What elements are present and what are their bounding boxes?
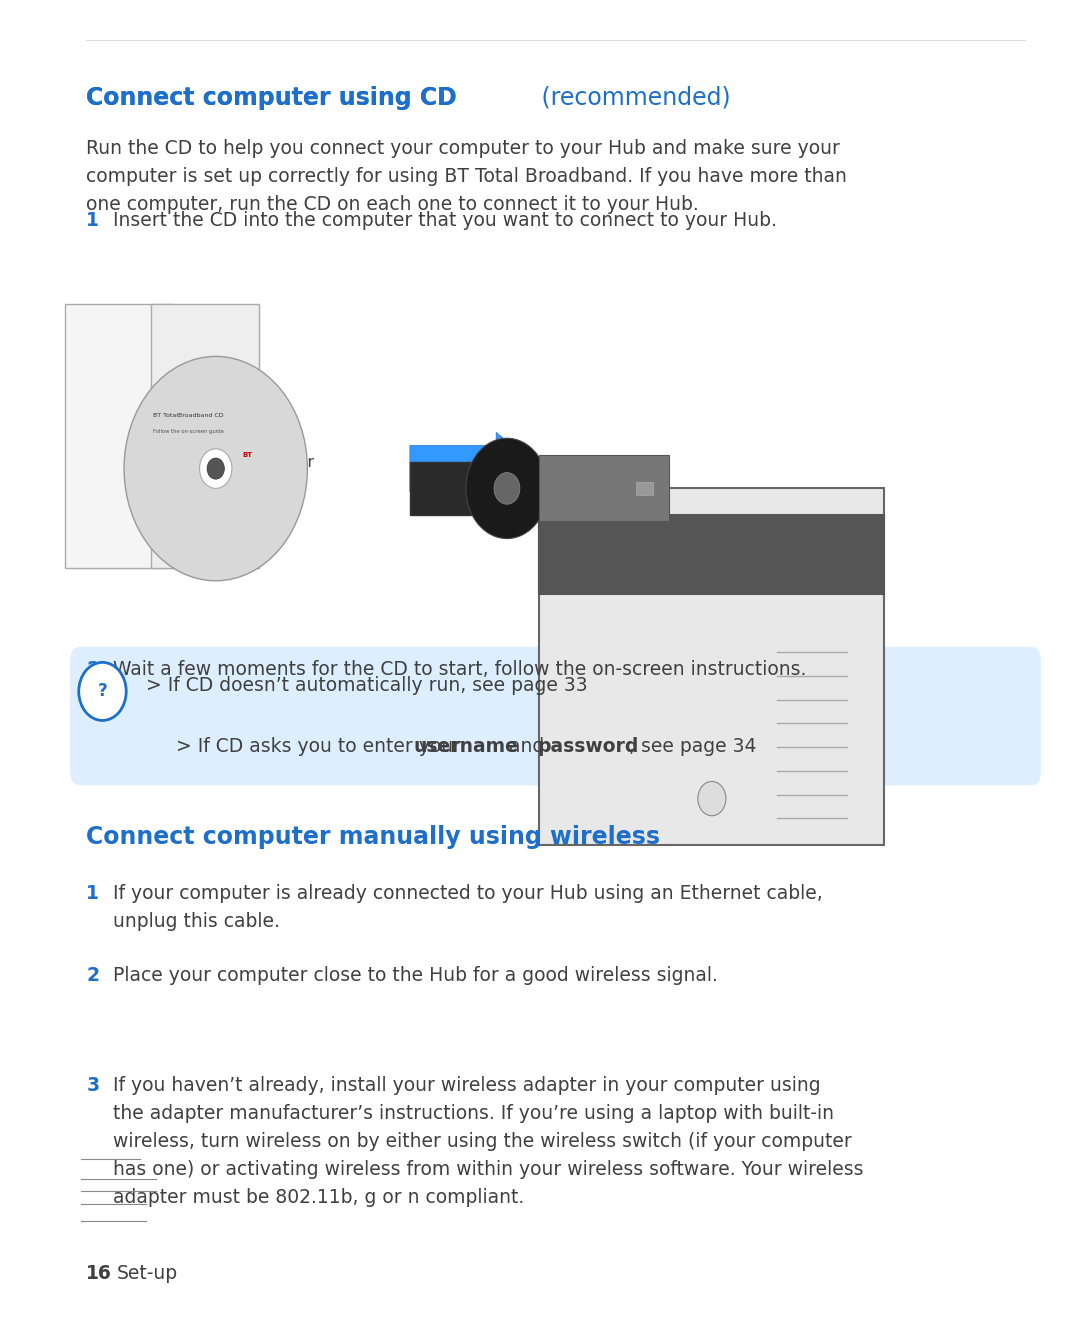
FancyBboxPatch shape — [410, 462, 625, 515]
FancyBboxPatch shape — [539, 488, 885, 845]
Text: , see page 34: , see page 34 — [629, 738, 756, 756]
Circle shape — [207, 458, 225, 479]
Text: username: username — [414, 738, 518, 756]
Text: 2: 2 — [86, 966, 99, 985]
Text: Run the CD to help you connect your computer to your Hub and make sure your
comp: Run the CD to help you connect your comp… — [86, 139, 847, 214]
Text: > If CD asks you to enter your: > If CD asks you to enter your — [146, 738, 467, 756]
Text: Connect computer manually using wireless: Connect computer manually using wireless — [86, 825, 660, 849]
Text: Connect computer using CD: Connect computer using CD — [86, 86, 457, 110]
Text: and: and — [502, 738, 550, 756]
Text: Set-up: Set-up — [117, 1265, 177, 1283]
Text: Insert the CD into the computer that you want to connect to your Hub.: Insert the CD into the computer that you… — [113, 211, 778, 230]
FancyBboxPatch shape — [539, 515, 885, 594]
Text: (recommended): (recommended) — [534, 86, 730, 110]
Text: If your computer is already connected to your Hub using an Ethernet cable,
unplu: If your computer is already connected to… — [113, 884, 823, 932]
FancyBboxPatch shape — [70, 647, 1041, 785]
Circle shape — [465, 438, 548, 539]
FancyBboxPatch shape — [65, 304, 173, 568]
FancyBboxPatch shape — [151, 304, 259, 568]
Text: 16: 16 — [86, 1265, 112, 1283]
FancyArrow shape — [410, 433, 539, 504]
Circle shape — [124, 356, 308, 581]
Circle shape — [698, 781, 726, 816]
Text: ?: ? — [97, 682, 107, 701]
Text: Wait a few moments for the CD to start, follow the on-screen instructions.: Wait a few moments for the CD to start, … — [113, 660, 807, 678]
FancyBboxPatch shape — [636, 482, 652, 495]
Text: 3: 3 — [86, 1076, 99, 1094]
Text: password: password — [537, 738, 638, 756]
Circle shape — [79, 663, 126, 721]
Circle shape — [494, 473, 519, 504]
Text: Connect computer using CD: Connect computer using CD — [86, 86, 457, 110]
Text: 1: 1 — [86, 211, 99, 230]
Text: Follow the on-screen guide: Follow the on-screen guide — [153, 429, 225, 434]
Text: 2: 2 — [86, 660, 99, 678]
Circle shape — [200, 449, 232, 488]
FancyBboxPatch shape — [539, 455, 669, 521]
Text: BT TotalBroadband CD: BT TotalBroadband CD — [153, 413, 224, 418]
Text: Place your computer close to the Hub for a good wireless signal.: Place your computer close to the Hub for… — [113, 966, 718, 985]
Text: Your CD is in your
welcome pack: Your CD is in your welcome pack — [172, 455, 314, 491]
Text: > If CD doesn’t automatically run, see page 33: > If CD doesn’t automatically run, see p… — [146, 676, 588, 694]
Text: If you haven’t already, install your wireless adapter in your computer using
the: If you haven’t already, install your wir… — [113, 1076, 864, 1206]
Text: BT: BT — [243, 453, 253, 458]
Text: Connect computer using CD (recommended): Connect computer using CD (recommended) — [86, 86, 616, 110]
Text: 1: 1 — [86, 884, 99, 903]
